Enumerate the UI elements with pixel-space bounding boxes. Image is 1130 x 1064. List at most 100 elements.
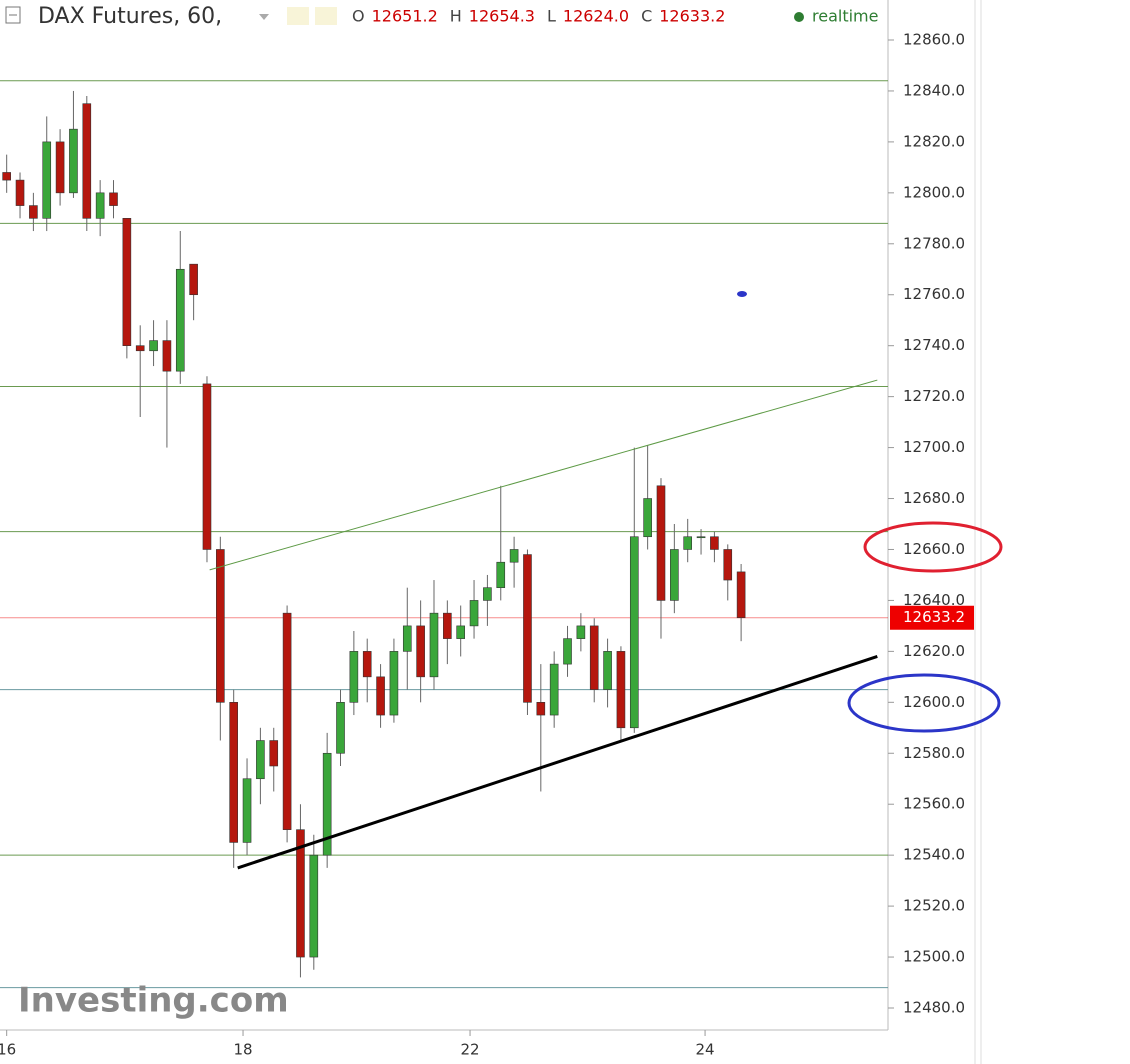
candle-body bbox=[349, 651, 359, 703]
chart-title: DAX Futures, 60, bbox=[38, 4, 222, 29]
candle-body bbox=[29, 205, 38, 219]
candle-body bbox=[523, 554, 532, 703]
candle-body bbox=[670, 549, 679, 601]
candle-body bbox=[536, 702, 546, 716]
candle-body bbox=[656, 485, 666, 601]
legend-value: 12654.3 bbox=[469, 7, 535, 26]
y-tick-label: 12760.0 bbox=[903, 285, 965, 303]
candle-body bbox=[696, 536, 706, 539]
candle-body bbox=[322, 752, 332, 856]
legend-value: 12624.0 bbox=[563, 7, 629, 26]
trend-line bbox=[237, 655, 878, 870]
annotation-ellipse bbox=[847, 673, 1001, 733]
candle-body bbox=[69, 128, 78, 194]
ohlc-legend: O 12651.2 H 12654.3 L 12624.0 C 12633.2 bbox=[352, 7, 725, 26]
candle-body bbox=[643, 498, 652, 538]
candle-body bbox=[42, 141, 52, 219]
y-tick-label: 12520.0 bbox=[903, 897, 965, 915]
candle-body bbox=[15, 179, 25, 206]
candle-body bbox=[256, 740, 265, 780]
candle-body bbox=[496, 561, 506, 588]
legend-key: H bbox=[450, 7, 462, 26]
annotation-ellipse bbox=[863, 521, 1003, 573]
candle-body bbox=[309, 854, 319, 958]
y-tick-label: 12660.0 bbox=[903, 540, 965, 558]
candle-body bbox=[563, 638, 572, 665]
x-tick-label: 18 bbox=[233, 1041, 252, 1059]
y-tick-label: 12800.0 bbox=[903, 183, 965, 201]
candle-body bbox=[149, 340, 158, 352]
candle-body bbox=[189, 263, 198, 296]
candle-body bbox=[576, 625, 586, 639]
x-tick-label: 22 bbox=[460, 1041, 479, 1059]
candle-body bbox=[2, 172, 11, 181]
toolbar-icon[interactable] bbox=[287, 7, 309, 25]
y-tick-label: 12840.0 bbox=[903, 81, 965, 99]
legend-key: C bbox=[641, 7, 652, 26]
y-tick-label: 12860.0 bbox=[903, 31, 965, 49]
candle-body bbox=[402, 625, 412, 652]
legend-key: O bbox=[352, 7, 365, 26]
candle-body bbox=[296, 829, 305, 958]
x-tick-label: 16 bbox=[0, 1041, 16, 1059]
y-tick-label: 12640.0 bbox=[903, 591, 965, 609]
candle-body bbox=[683, 536, 693, 550]
candle-body bbox=[216, 549, 225, 703]
y-tick-label: 12680.0 bbox=[903, 489, 965, 507]
candle-body bbox=[242, 778, 252, 843]
status-dot bbox=[794, 12, 804, 22]
y-tick-label: 12820.0 bbox=[903, 132, 965, 150]
candle-body bbox=[416, 625, 425, 678]
collapse-icon[interactable] bbox=[5, 6, 21, 24]
candle-body bbox=[269, 740, 279, 767]
candle-body bbox=[229, 702, 238, 843]
annotation-dot bbox=[737, 291, 747, 297]
y-tick-label: 12500.0 bbox=[903, 948, 965, 966]
interval-dropdown[interactable] bbox=[259, 14, 269, 20]
candle-body bbox=[162, 340, 172, 372]
y-tick-label: 12740.0 bbox=[903, 336, 965, 354]
toolbar-icon[interactable] bbox=[315, 7, 337, 25]
candle-body bbox=[736, 571, 746, 619]
candle-body bbox=[429, 612, 439, 678]
y-tick-label: 12620.0 bbox=[903, 642, 965, 660]
watermark: Investing.com bbox=[18, 981, 289, 1021]
candle-body bbox=[589, 625, 599, 690]
x-tick-label: 24 bbox=[696, 1041, 715, 1059]
candle-body bbox=[82, 103, 92, 219]
y-tick-label: 12600.0 bbox=[903, 693, 965, 711]
candle-body bbox=[443, 612, 452, 639]
candle-body bbox=[55, 141, 65, 194]
candle-body bbox=[336, 702, 345, 754]
candle-body bbox=[616, 651, 626, 729]
legend-value: 12651.2 bbox=[372, 7, 438, 26]
last-price-box bbox=[890, 605, 974, 630]
candle-body bbox=[469, 600, 479, 627]
candle-body bbox=[723, 549, 733, 581]
candle-body bbox=[509, 549, 519, 563]
legend-key: L bbox=[547, 7, 556, 26]
y-tick-label: 12720.0 bbox=[903, 387, 965, 405]
trend-line bbox=[209, 379, 878, 571]
y-tick-label: 12480.0 bbox=[903, 999, 965, 1017]
y-tick-label: 12560.0 bbox=[903, 795, 965, 813]
y-tick-label: 12580.0 bbox=[903, 744, 965, 762]
candle-body bbox=[710, 536, 719, 550]
candle-body bbox=[202, 383, 212, 550]
candle-body bbox=[175, 268, 185, 372]
candle-body bbox=[135, 345, 145, 352]
y-tick-label: 12780.0 bbox=[903, 234, 965, 252]
candle-body bbox=[122, 218, 132, 346]
candle-body bbox=[549, 663, 559, 716]
y-tick-label: 12540.0 bbox=[903, 846, 965, 864]
candle-body bbox=[629, 536, 639, 729]
candle-body bbox=[389, 651, 399, 716]
legend-value: 12633.2 bbox=[659, 7, 725, 26]
candle-body bbox=[603, 651, 612, 690]
candle-body bbox=[483, 587, 492, 601]
last-price-label: 12633.2 bbox=[903, 608, 965, 626]
plot: 12480.0 12500.0 12520.0 12540.0 12560.0 12580… bbox=[0, 31, 974, 1059]
status: realtime bbox=[812, 7, 878, 26]
candle-body bbox=[109, 192, 118, 206]
